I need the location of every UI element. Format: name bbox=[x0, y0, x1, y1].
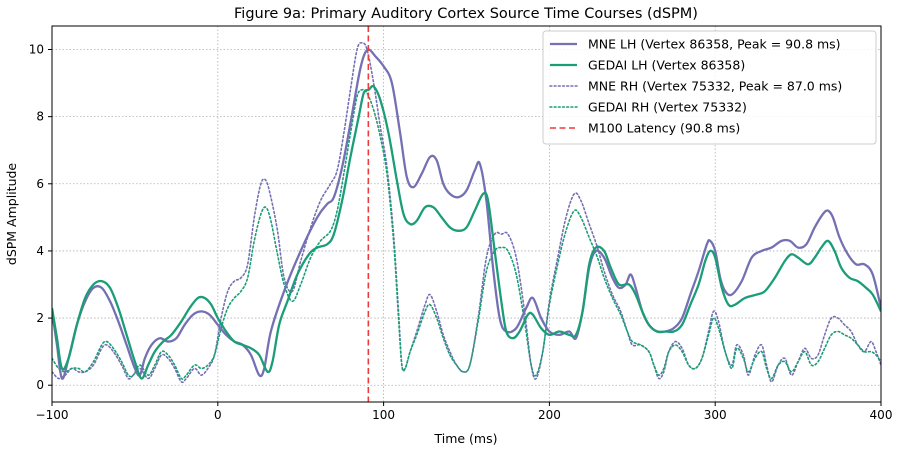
plot-frame bbox=[51, 25, 882, 403]
x-tick-label: 400 bbox=[870, 408, 893, 422]
y-tick-label: 4 bbox=[36, 244, 44, 258]
y-tick-label: 8 bbox=[36, 110, 44, 124]
series-line-1 bbox=[52, 48, 881, 380]
series-line-2 bbox=[52, 84, 881, 380]
chart-title: Figure 9a: Primary Auditory Cortex Sourc… bbox=[234, 6, 698, 22]
x-axis-label: Time (ms) bbox=[433, 431, 497, 446]
legend: MNE LH (Vertex 86358, Peak = 90.8 ms) GED… bbox=[542, 30, 877, 145]
x-tick-label: 200 bbox=[538, 408, 561, 422]
plot-area bbox=[52, 26, 881, 402]
legend-label: GEDAI RH (Vertex 75332) bbox=[588, 100, 747, 115]
series-line-4 bbox=[52, 88, 881, 380]
axis-ticks: −100 0 100 200 300 400 0 2 4 6 8 10 bbox=[29, 43, 893, 423]
legend-label: MNE LH (Vertex 86358, Peak = 90.8 ms) bbox=[588, 37, 841, 52]
legend-label: MNE RH (Vertex 75332, Peak = 87.0 ms) bbox=[588, 79, 842, 94]
y-tick-label: 0 bbox=[36, 378, 44, 392]
x-tick-label: 0 bbox=[214, 408, 222, 422]
legend-label: M100 Latency (90.8 ms) bbox=[588, 121, 740, 136]
y-tick-label: 6 bbox=[36, 177, 44, 191]
x-tick-label: −100 bbox=[36, 408, 69, 422]
y-tick-label: 2 bbox=[36, 311, 44, 325]
y-axis-label: dSPM Amplitude bbox=[4, 163, 19, 266]
x-tick-label: 300 bbox=[704, 408, 727, 422]
y-tick-label: 10 bbox=[29, 43, 44, 57]
legend-label: GEDAI LH (Vertex 86358) bbox=[588, 58, 745, 73]
legend-box bbox=[542, 30, 877, 145]
x-tick-label: 100 bbox=[372, 408, 395, 422]
